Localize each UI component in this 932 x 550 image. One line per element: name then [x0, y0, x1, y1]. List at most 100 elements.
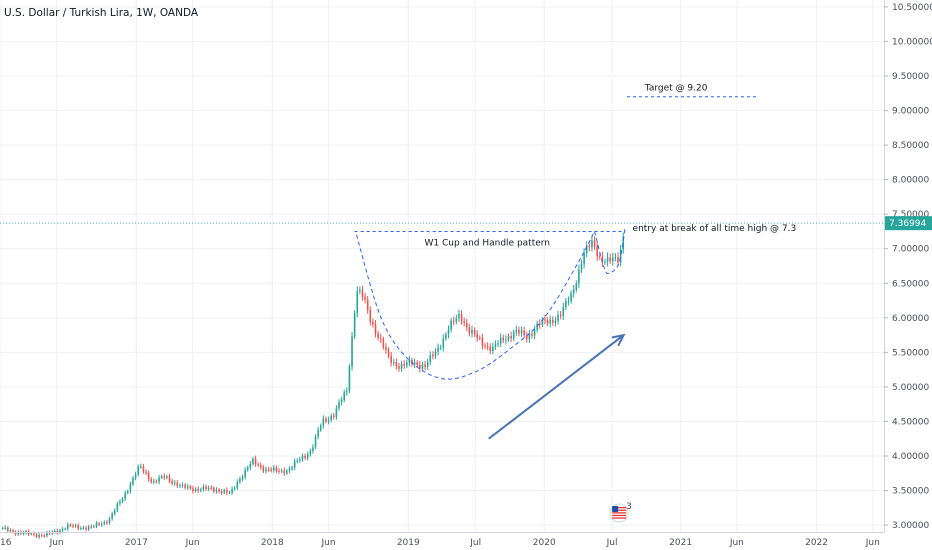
x-tick-label: Jul: [606, 538, 618, 548]
candle-body: [403, 364, 405, 366]
candle-body: [455, 318, 458, 322]
x-tick-label: 2018: [261, 538, 284, 548]
candle-body: [171, 480, 173, 484]
trend-arrow-line: [488, 334, 625, 440]
pattern-label: W1 Cup and Handle pattern: [425, 238, 551, 248]
candle-body: [90, 526, 93, 528]
candle-body: [153, 481, 155, 483]
candle-body: [369, 310, 372, 322]
candle-body: [202, 486, 205, 490]
candle-body: [512, 332, 515, 339]
y-tick-label: 7.50000: [892, 210, 929, 220]
candle-body: [210, 487, 213, 489]
candle-body: [382, 339, 385, 348]
candle-body: [283, 470, 286, 474]
candle-body: [254, 458, 257, 465]
candle-body: [450, 320, 452, 330]
candle-body: [611, 257, 614, 262]
candle-body: [74, 525, 77, 527]
candle-body: [330, 416, 332, 421]
candle-body: [332, 416, 335, 418]
flag-canton: [612, 506, 619, 512]
candle-body: [228, 492, 231, 494]
candle-body: [306, 454, 309, 458]
candle-body: [82, 527, 85, 529]
candle-body: [531, 333, 533, 336]
candle-body: [95, 523, 98, 527]
candle-body: [119, 501, 121, 504]
candle-body: [220, 491, 223, 493]
candle-body: [372, 321, 374, 325]
candle-body: [64, 528, 67, 530]
x-tick-label: Jun: [729, 538, 744, 548]
x-tick-label: 2019: [397, 538, 420, 548]
candle-body: [38, 535, 40, 537]
candle-body: [30, 533, 33, 535]
candle-body: [325, 418, 327, 422]
candle-body: [80, 528, 82, 530]
entry-label: entry at break of all time high @ 7.3: [633, 224, 797, 234]
candle-body: [424, 364, 426, 367]
candle-body: [405, 362, 408, 366]
candle-body: [121, 498, 124, 502]
candle-body: [465, 323, 468, 328]
candle-body: [489, 346, 492, 352]
candle-body: [437, 347, 439, 352]
candle-body: [259, 465, 262, 468]
candle-body: [439, 347, 442, 349]
us-flag-icon[interactable]: 3: [609, 502, 632, 523]
candle-body: [312, 447, 314, 451]
candle-body: [267, 469, 270, 471]
candle-body: [140, 466, 142, 468]
candle-body: [223, 490, 226, 493]
candle-body: [4, 527, 7, 529]
candle-body: [270, 469, 273, 471]
candle-body: [226, 490, 228, 493]
candle-body: [275, 467, 278, 472]
candle-body: [505, 339, 507, 341]
candle-body: [33, 533, 35, 535]
candle-body: [416, 362, 419, 366]
candle-body: [596, 246, 598, 257]
candle-body: [502, 337, 505, 341]
candle-body: [559, 314, 562, 316]
grid: [0, 0, 884, 532]
candle-body: [293, 461, 296, 468]
y-tick-label: 3.00000: [892, 521, 929, 531]
candle-body: [7, 527, 9, 531]
candle-body: [585, 245, 588, 254]
candle-body: [134, 474, 137, 478]
x-tick-label: Jun: [321, 538, 336, 548]
candle-body: [340, 400, 343, 403]
candle-body: [98, 523, 100, 525]
candle-body: [173, 482, 176, 484]
y-tick-label: 4.00000: [892, 452, 929, 462]
candle-body: [236, 481, 239, 488]
candle-body: [22, 533, 25, 535]
candle-body: [113, 510, 116, 514]
candle-body: [390, 355, 392, 363]
candle-body: [479, 337, 481, 339]
candle-body: [179, 485, 181, 487]
x-tick-label: 2020: [533, 538, 556, 548]
candle-body: [296, 460, 299, 462]
candle-body: [35, 534, 38, 537]
candle-body: [374, 324, 377, 334]
candle-body: [392, 361, 395, 363]
candle-body: [160, 476, 163, 478]
price-axis[interactable]: 3.00000 3.50000 4.00000 4.50000 5.00000 5.500…: [884, 0, 932, 532]
x-tick-label: 2016: [0, 538, 12, 548]
candle-body: [567, 301, 570, 303]
candle-body: [48, 532, 51, 534]
candle-body: [142, 466, 145, 472]
time-axis[interactable]: 2016 Jun 2017 Jun 2018 Jun 2019 Jul 2020 Jul 2021 J…: [0, 532, 884, 549]
flag-stripe: [612, 517, 627, 519]
candle-body: [231, 488, 233, 493]
candle-body: [72, 525, 74, 527]
y-tick-label: 10.00000: [892, 37, 932, 47]
candle-body: [197, 488, 199, 491]
candle-body: [463, 321, 465, 324]
candle-body: [515, 329, 518, 333]
candle-body: [14, 532, 17, 535]
